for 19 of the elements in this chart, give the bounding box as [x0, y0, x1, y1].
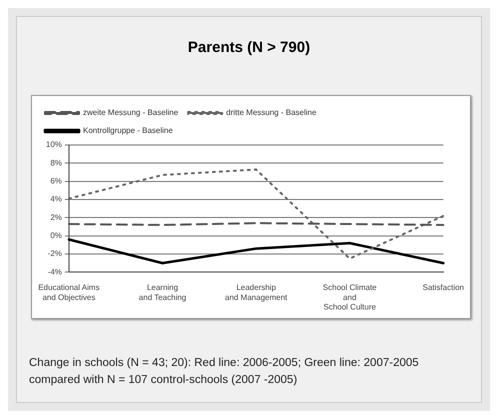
text: Change in schools (N = 43; 20): Red line: 2006-2005; Green line: 2007-2005 compared with N = 107 control-schools (2007 -2005)	[29, 356, 420, 388]
x-tick-label: School Climate and School Culture	[322, 283, 378, 312]
legend-label: dritte Messung - Baseline	[226, 108, 317, 118]
x-tick-label: Satisfaction	[422, 283, 464, 292]
x-tick-label: Leadership and Management	[224, 283, 288, 302]
x-tick-label: Educational Aims and Objectives	[38, 283, 100, 302]
y-tick-label: 2%	[50, 212, 62, 222]
y-tick-label: -4%	[48, 267, 62, 276]
y-tick-label: 0%	[50, 231, 62, 240]
x-tick-label: Learning and Teaching	[138, 283, 186, 302]
legend-label: zweite Messung - Baseline	[83, 108, 179, 118]
y-tick-label: -2%	[48, 249, 62, 258]
y-tick-label: 4%	[50, 194, 62, 204]
line-series	[68, 168, 444, 260]
legend-label: Kontrollgruppe - Baseline	[83, 126, 174, 136]
chart-title: Parents (N > 790)	[186, 39, 312, 56]
y-tick-label: 6%	[50, 176, 62, 186]
y-tick-label: 10%	[46, 140, 62, 150]
y-tick-label: 8%	[50, 158, 62, 168]
